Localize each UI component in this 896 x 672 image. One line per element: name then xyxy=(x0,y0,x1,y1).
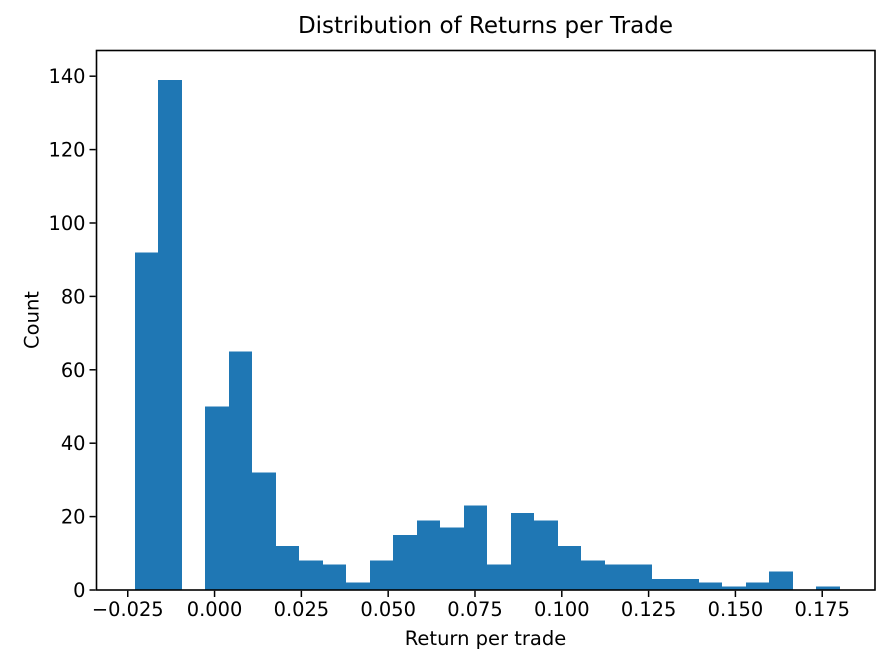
y-tick-label: 80 xyxy=(61,285,86,308)
x-tick-label: −0.025 xyxy=(92,598,164,621)
histogram-bar xyxy=(652,578,675,590)
x-axis-label: Return per trade xyxy=(404,627,567,650)
histogram-bar xyxy=(464,505,487,590)
histogram-bar xyxy=(746,582,769,590)
histogram-bar xyxy=(276,545,299,590)
histogram-bar xyxy=(299,560,323,590)
histogram-bar xyxy=(370,560,393,590)
x-tick-label: 0.175 xyxy=(794,598,850,621)
histogram-bar xyxy=(440,527,464,590)
histogram-bar xyxy=(699,582,722,590)
histogram-bar xyxy=(628,564,652,590)
histogram-bar xyxy=(534,520,558,590)
x-tick-label: 0.100 xyxy=(534,598,590,621)
x-tick-label: 0.025 xyxy=(274,598,330,621)
x-tick-label: 0.075 xyxy=(447,598,503,621)
histogram-bar xyxy=(323,564,346,590)
histogram-bar xyxy=(417,520,440,590)
histogram-bar xyxy=(346,582,370,590)
histogram-bar xyxy=(158,79,182,591)
y-tick-label: 0 xyxy=(73,579,85,602)
histogram-bar xyxy=(581,560,605,590)
histogram-bar xyxy=(135,252,158,590)
histogram-bar xyxy=(229,351,252,590)
x-tick-label: 0.000 xyxy=(187,598,243,621)
y-tick-label: 140 xyxy=(48,65,85,88)
histogram-bar xyxy=(605,564,628,590)
histogram-bar xyxy=(558,545,581,590)
histogram-bar xyxy=(675,578,699,590)
histogram-bar xyxy=(205,406,229,590)
histogram-bar xyxy=(722,586,746,590)
y-tick-label: 100 xyxy=(48,212,85,235)
histogram-bar xyxy=(816,586,840,590)
y-tick-label: 40 xyxy=(61,432,86,455)
histogram-bar xyxy=(252,472,276,590)
x-tick-label: 0.125 xyxy=(621,598,677,621)
x-tick-label: 0.050 xyxy=(360,598,416,621)
histogram-bar xyxy=(511,512,534,590)
y-tick-label: 120 xyxy=(48,139,85,162)
histogram-bar xyxy=(487,564,511,590)
histogram-bar xyxy=(393,534,417,590)
x-tick-label: 0.150 xyxy=(708,598,764,621)
chart-title: Distribution of Returns per Trade xyxy=(297,13,674,39)
histogram-bar xyxy=(769,571,793,590)
y-tick-label: 60 xyxy=(61,359,86,382)
y-tick-label: 20 xyxy=(61,506,86,529)
plot-border xyxy=(95,49,876,591)
